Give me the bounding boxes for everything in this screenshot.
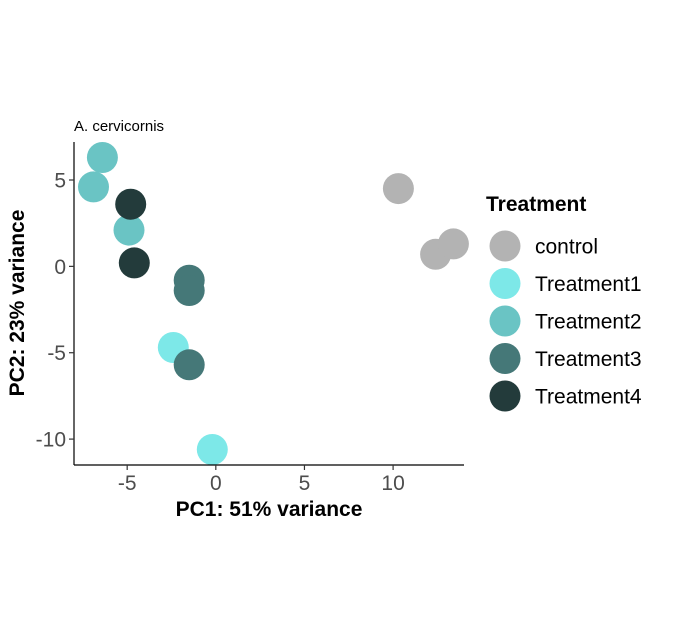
legend: control Treatment1 Treatment2 Treatment3 Tre… [489,230,642,412]
point-control-3 [437,228,469,260]
point-treatment2-3 [113,214,145,246]
x-tick-label-1: -5 [118,472,137,495]
x-axis-ticks: -5 0 5 10 [118,465,405,495]
legend-label-treatment4: Treatment4 [535,386,642,409]
point-treatment4-1 [115,188,147,220]
legend-label-treatment3: Treatment3 [535,348,642,371]
y-axis-ticks: -10 -5 0 5 [36,170,74,452]
legend-key-treatment3 [489,343,521,374]
y-axis-title: PC2: 23% variance [6,210,29,397]
y-tick-label-2: -5 [47,342,66,365]
legend-label-control: control [535,236,598,259]
y-tick-label-4: 5 [54,170,66,193]
y-tick-label-3: 0 [54,256,66,279]
point-treatment2-2 [78,171,109,203]
chart-title: A. cervicornis [74,118,164,135]
point-treatment4-2 [118,247,150,279]
legend-title: Treatment [486,193,586,216]
point-treatment2-1 [86,142,118,173]
x-tick-label-2: 0 [210,472,222,495]
x-tick-label-4: 10 [381,472,404,495]
data-points [78,142,469,465]
point-control-1 [382,173,414,205]
legend-label-treatment1: Treatment1 [535,273,642,296]
point-treatment3-2 [173,275,205,306]
point-treatment1-2 [196,434,228,465]
y-tick-label-1: -10 [36,429,66,452]
legend-label-treatment2: Treatment2 [535,311,642,334]
legend-key-treatment2 [489,305,521,337]
legend-key-control [489,230,521,262]
legend-key-treatment1 [489,268,521,299]
x-tick-label-3: 5 [299,472,311,495]
legend-key-treatment4 [489,380,521,412]
x-axis-title: PC1: 51% variance [176,498,363,521]
point-treatment3-3 [173,349,205,381]
